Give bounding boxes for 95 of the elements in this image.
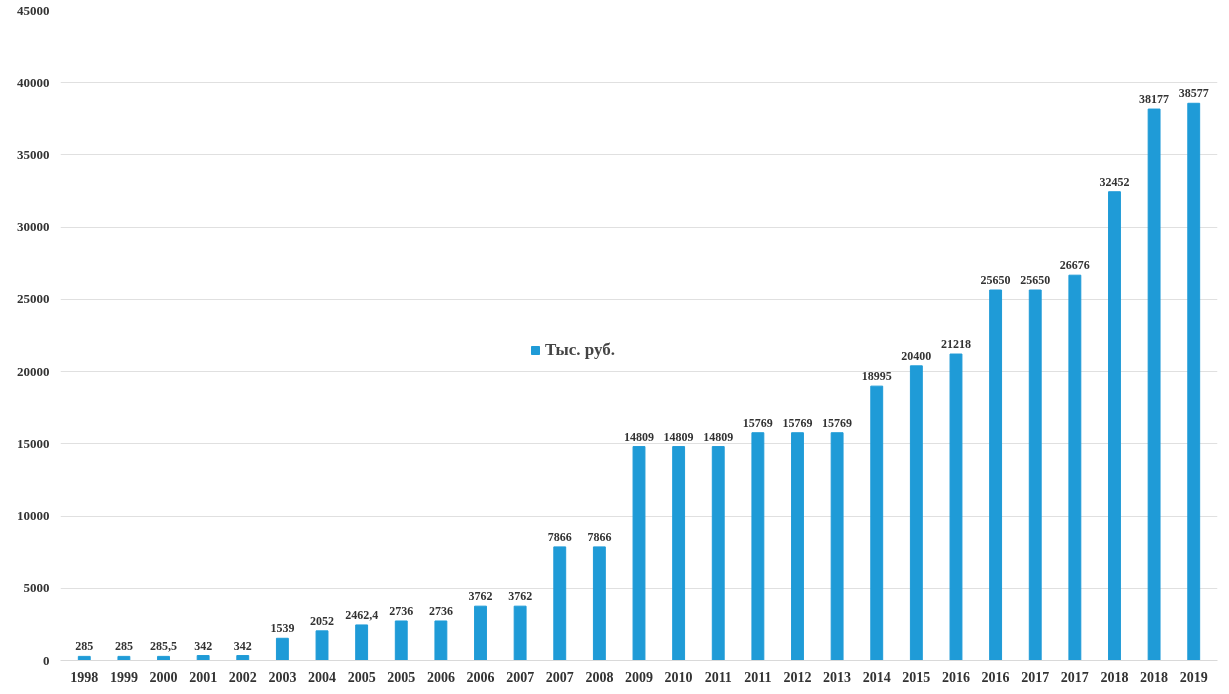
text: 14809 (703, 429, 734, 444)
y-tick-label: 25000 (17, 291, 50, 307)
bar (870, 385, 884, 661)
x-tick-label: 2017 (1060, 669, 1089, 685)
x-tick-label: 2019 (1179, 669, 1208, 685)
bar (1068, 274, 1082, 661)
text: 38577 (1178, 86, 1209, 101)
bar (989, 289, 1003, 661)
x-tick-label: 1998 (70, 669, 99, 685)
text: 18995 (861, 369, 892, 384)
text: 342 (194, 638, 213, 653)
bar (474, 605, 487, 661)
x-tick-label: 1999 (109, 669, 138, 685)
x-tick-label: 2009 (625, 669, 653, 685)
x-tick-label: 2005 (387, 669, 416, 685)
text: 285 (114, 639, 133, 654)
bar (236, 655, 250, 661)
x-tick-label: 2003 (268, 669, 297, 685)
y-tick-label: 45000 (17, 2, 50, 18)
bar (434, 620, 448, 661)
text: 7866 (587, 529, 612, 544)
text: 26676 (1059, 258, 1090, 273)
bar (196, 655, 210, 661)
bar (1028, 289, 1042, 661)
y-tick-label: 5000 (23, 580, 50, 596)
bar (830, 432, 844, 661)
x-tick-label: 2017 (1021, 669, 1050, 685)
x-tick-label: 2005 (347, 669, 376, 685)
x-tick-label: 2006 (426, 669, 455, 685)
y-tick-label: 30000 (17, 219, 50, 235)
text: 25650 (980, 273, 1011, 287)
text: 21218 (940, 337, 971, 352)
x-tick-label: 2007 (545, 669, 574, 685)
text: 25650 (1020, 273, 1051, 287)
text: 3762 (468, 589, 493, 604)
x-tick-label: 2002 (228, 669, 257, 685)
text: 15769 (742, 415, 773, 430)
x-tick-label: 2016 (981, 669, 1010, 685)
bar (553, 546, 567, 661)
x-tick-label: 2013 (823, 669, 852, 685)
bar (1108, 191, 1121, 661)
text: 15769 (782, 415, 813, 430)
x-tick-label: 2014 (862, 669, 891, 685)
bar (275, 637, 289, 661)
text: 7866 (547, 529, 572, 544)
x-tick-label: 2010 (664, 669, 693, 685)
bar (672, 446, 686, 661)
text: 285 (75, 639, 94, 654)
bar (909, 365, 923, 661)
text: 3762 (508, 589, 533, 604)
x-tick-label: 2011 (744, 669, 772, 685)
text: 342 (233, 638, 252, 653)
y-tick-label: 10000 (17, 508, 50, 524)
text: 2462,4 (345, 607, 379, 622)
bar (1187, 102, 1201, 661)
x-tick-label: 2018 (1140, 669, 1169, 685)
x-tick-label: 2012 (783, 669, 812, 685)
x-tick-label: 2001 (189, 669, 218, 685)
y-tick-label: 15000 (17, 435, 50, 451)
y-tick-label: 20000 (17, 363, 50, 379)
y-tick-label: 0 (43, 652, 50, 668)
x-tick-label: 2011 (704, 669, 732, 685)
bar (1147, 108, 1161, 661)
bar (949, 353, 963, 661)
text: 14809 (663, 429, 694, 444)
x-tick-label: 2015 (902, 669, 931, 685)
bar (711, 446, 725, 661)
bar (394, 620, 408, 661)
bar (592, 546, 606, 661)
bar (632, 446, 646, 661)
x-tick-label: 2000 (149, 669, 178, 685)
y-tick-label: 35000 (17, 146, 50, 162)
text: 285,5 (150, 639, 178, 654)
legend-label: Тыс. руб. (545, 340, 616, 360)
text: 2736 (389, 603, 414, 618)
y-tick-label: 40000 (17, 74, 50, 90)
text: 38177 (1139, 92, 1170, 107)
text: 1539 (270, 621, 295, 636)
x-tick-label: 2007 (506, 669, 535, 685)
x-tick-label: 2016 (941, 669, 970, 685)
bar (513, 605, 527, 661)
text: 15769 (822, 415, 853, 430)
text: 14809 (624, 429, 654, 444)
x-tick-label: 2004 (308, 669, 337, 685)
text: 20400 (901, 348, 932, 363)
text: 2052 (310, 613, 335, 628)
bar (791, 432, 804, 661)
x-tick-label: 2006 (466, 669, 495, 685)
x-tick-label: 2008 (585, 669, 614, 685)
bar (315, 630, 329, 661)
bar (355, 624, 369, 661)
bar (751, 432, 765, 661)
text: 2736 (428, 603, 453, 618)
x-tick-label: 2018 (1100, 669, 1129, 685)
text: 32452 (1099, 174, 1130, 189)
